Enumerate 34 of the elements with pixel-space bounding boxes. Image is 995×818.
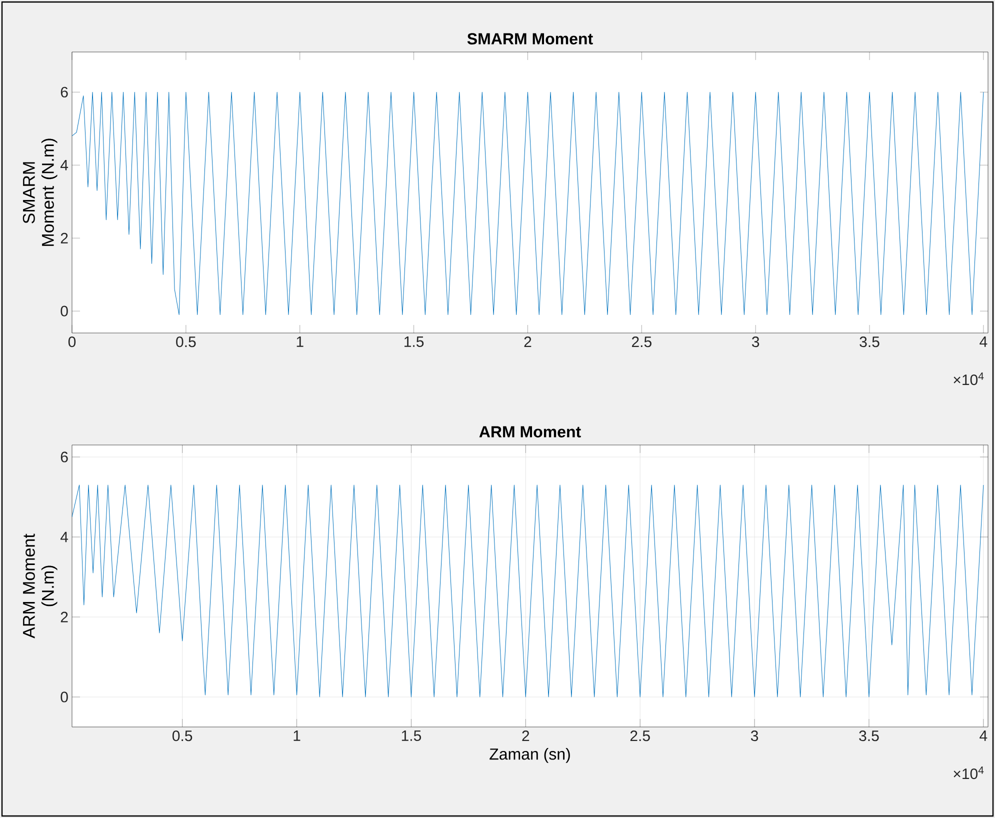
x-tick-label: 3 [750, 730, 758, 742]
x-tick-label: 3.5 [860, 336, 880, 348]
text: ×10$^{4}$ [954, 766, 984, 780]
y-tick-label: 2 [60, 612, 68, 622]
y-axis-title: SMARM Moment (N.m) [22, 138, 58, 246]
x-tick-label: 1 [294, 730, 300, 741]
y-tick-label: 0 [60, 692, 68, 702]
text: ×10$^{4}$ [954, 372, 984, 386]
x-tick-label: 2 [524, 336, 532, 347]
x-axis-title: Zaman (sn) [490, 748, 570, 763]
x-tick-label: 2.5 [630, 730, 650, 742]
x-tick-label: 1.5 [402, 730, 422, 741]
y-tick-label: 6 [60, 86, 68, 98]
x-tick-label: 2.5 [632, 336, 652, 348]
x-tick-label: 4 [980, 730, 988, 741]
x-tick-label: 3.5 [859, 730, 879, 742]
chart-title: SMARM Moment [467, 33, 593, 44]
y-tick-label: 0 [60, 306, 68, 316]
chart-title: ARM Moment [479, 426, 581, 438]
x-tick-label: 1.5 [404, 336, 424, 347]
x-tick-label: 0.5 [172, 730, 192, 742]
x-tick-label: 3 [752, 336, 760, 348]
x-tick-label: 0.5 [176, 336, 196, 348]
line-series [72, 92, 984, 315]
y-axis-title: ARM Moment (N.m) [23, 534, 58, 638]
x-tick-label: 1 [296, 336, 304, 347]
y-tick-label: 6 [60, 452, 68, 462]
x-tick-label: 4 [980, 336, 988, 347]
line-series [72, 484, 984, 698]
y-tick-label: 4 [60, 532, 68, 542]
x-tick-label: 0 [68, 336, 76, 348]
y-tick-label: 4 [60, 160, 68, 170]
y-tick-label: 2 [60, 232, 68, 244]
x-tick-label: 2 [522, 730, 530, 741]
